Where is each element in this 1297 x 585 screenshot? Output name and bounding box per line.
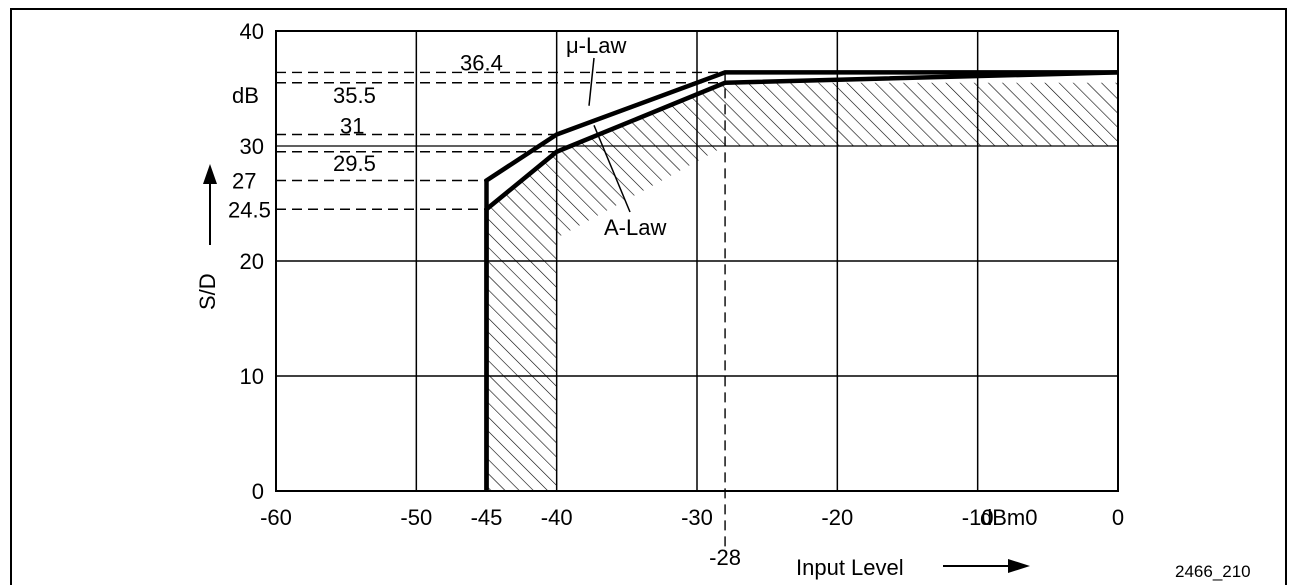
x-tick--10: -10 <box>962 505 994 530</box>
y-unit-label: dB <box>232 83 259 108</box>
axis-arrows <box>203 164 1030 573</box>
x-tick-0: 0 <box>1112 505 1124 530</box>
x-tick--30: -30 <box>681 505 713 530</box>
y-arrow-head <box>203 164 217 184</box>
grid <box>275 30 1119 492</box>
ref-label-29.5: 29.5 <box>333 151 376 176</box>
y-tick-0: 0 <box>252 479 264 504</box>
hatch-area <box>486 82 1118 491</box>
ref-label-31: 31 <box>340 114 364 139</box>
hatched-region <box>486 82 1118 491</box>
x-axis-label: Input Level <box>796 555 904 580</box>
x-tick--60: -60 <box>260 505 292 530</box>
y-tick-30: 30 <box>240 134 264 159</box>
figure-id: 2466_210 <box>1175 562 1251 581</box>
x-tick--45: -45 <box>471 505 503 530</box>
y-tick-10: 10 <box>240 364 264 389</box>
y-tick-20: 20 <box>240 249 264 274</box>
figure-frame <box>10 8 1287 585</box>
x-tick--28: -28 <box>709 545 741 570</box>
tick-labels: 0 10 20 30 40 -60 -50 -45 -40 -30 -28 -20 -10 0 <box>240 19 1125 570</box>
ref-label-24.5: 24.5 <box>228 197 271 222</box>
a-law-leader <box>593 125 631 213</box>
plot-border <box>275 30 1119 492</box>
y-tick-40: 40 <box>240 19 264 44</box>
series-lines <box>484 57 1119 491</box>
x-tick--50: -50 <box>400 505 432 530</box>
mu-law-leader <box>588 57 595 106</box>
x-tick--40: -40 <box>541 505 573 530</box>
y-axis-label: S/D <box>195 273 220 310</box>
reference-lines: 36.4 35.5 31 29.5 27 24.5 <box>228 50 726 548</box>
ref-label-36.4: 36.4 <box>460 50 503 75</box>
x-tick--20: -20 <box>821 505 853 530</box>
ref-label-35.5: 35.5 <box>333 83 376 108</box>
mu-law-label: μ-Law <box>566 33 626 58</box>
x-unit-label: dBm0 <box>980 505 1037 530</box>
x-arrow-head <box>1008 559 1030 573</box>
ref-label-27: 27 <box>232 169 256 194</box>
series-line-a-law <box>484 70 1119 491</box>
a-law-label: A-Law <box>604 215 666 240</box>
labels: dB dBm0 Input Level S/D μ-Law A-Law 2466… <box>195 33 1251 581</box>
